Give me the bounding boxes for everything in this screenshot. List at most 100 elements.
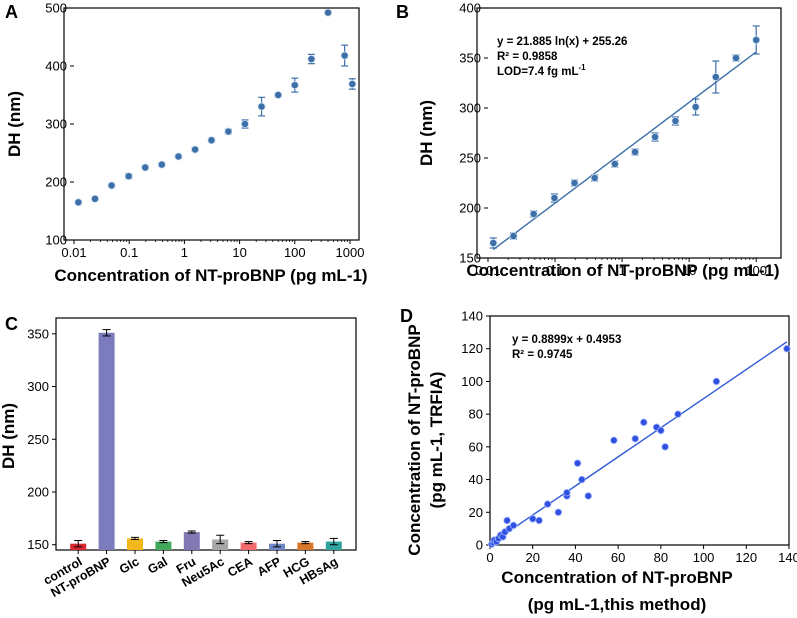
panel-letter-d: D: [400, 306, 413, 326]
data-point: [489, 238, 498, 247]
y-tick-label: 100: [45, 233, 67, 248]
fit-line: [489, 341, 788, 545]
y-tick-label: 150: [27, 537, 49, 552]
panel-b-fit-equation: y = 21.885 ln(x) + 255.26: [497, 36, 627, 48]
data-point: [671, 117, 680, 126]
category-label: Gal: [145, 554, 169, 576]
y-tick-label: 200: [45, 175, 67, 190]
data-point: [711, 73, 720, 82]
data-point: [340, 51, 349, 60]
y-tick-label: 250: [459, 151, 481, 166]
x-tick-label: 120: [735, 550, 757, 565]
data-point: [573, 459, 582, 467]
panel-b-chart: 0.01 0.1 1 10 100 150 200 250 300 350 400 y = 21.8…: [417, 1, 782, 280]
panel-b-lod: LOD=7.4 fg mL-1: [497, 63, 586, 78]
y-tick-label: 400: [45, 59, 67, 74]
y-tick-label: 350: [459, 51, 481, 66]
panel-letter-b: B: [396, 2, 409, 22]
panel-d-chart: 0 20 40 60 80 100 120 140 0 20 40 60 80 100 120 140 y =…: [405, 309, 797, 615]
panel-letter-c: C: [5, 314, 18, 334]
bar: [155, 541, 172, 550]
x-tick-label: 0.1: [546, 263, 564, 278]
y-tick-label: 200: [27, 485, 49, 500]
panel-d-fit-r2: R² = 0.9745: [512, 349, 573, 361]
category-label: CEA: [225, 554, 255, 579]
x-tick-label: 40: [568, 550, 582, 565]
data-point: [207, 136, 216, 145]
data-point: [274, 91, 283, 100]
panel-d-xlabel-units: (pg mL-1,this method): [528, 595, 706, 614]
data-point: [674, 410, 682, 418]
x-tick-label: 140: [778, 550, 797, 565]
data-point: [563, 488, 571, 497]
panel-a-xlabel: Concentration of NT-proBNP (pg mL-1): [54, 266, 367, 285]
data-point: [783, 345, 791, 353]
panel-a-frame: [63, 7, 360, 241]
panel-c-ylabel: DH (nm): [0, 403, 18, 469]
panel-b-ylabel: DH (nm): [417, 100, 436, 166]
data-point: [732, 54, 741, 63]
panel-d-fit-equation: y = 0.8899x + 0.4953: [512, 334, 621, 346]
data-point: [503, 516, 511, 525]
y-tick-label: 20: [469, 505, 483, 520]
x-tick-label: 10: [232, 245, 246, 260]
data-point: [590, 173, 599, 182]
data-point: [174, 152, 183, 161]
x-tick-label: 60: [611, 550, 625, 565]
data-point: [578, 475, 586, 484]
category-label: Glc: [117, 554, 141, 576]
y-tick-label: 300: [45, 117, 67, 132]
data-point: [570, 178, 579, 187]
x-tick-label: 0: [486, 550, 493, 565]
y-tick-label: 40: [469, 472, 483, 487]
y-tick-label: 80: [469, 407, 483, 422]
y-tick-label: 250: [27, 432, 49, 447]
panel-d-ylabel-units: (pg mL-1, TRFIA): [427, 372, 446, 509]
data-point: [509, 521, 518, 530]
bar: [98, 332, 115, 550]
panel-d-frame: [489, 315, 790, 546]
panel-b-frame: [476, 7, 782, 259]
data-point: [90, 194, 99, 203]
bar: [212, 539, 229, 550]
x-tick-label: 0.01: [61, 245, 86, 260]
y-tick-label: 400: [459, 1, 481, 16]
data-point: [584, 492, 592, 500]
x-tick-label: 100: [745, 263, 767, 278]
panel-d-xlabel: Concentration of NT-proBNP: [501, 568, 732, 587]
y-tick-label: 0: [476, 538, 483, 553]
bar: [240, 542, 257, 550]
data-point: [550, 193, 559, 202]
data-point: [529, 209, 538, 218]
data-point: [324, 8, 333, 17]
bar: [297, 542, 314, 550]
data-point: [74, 198, 83, 207]
y-tick-label: 100: [461, 374, 483, 389]
data-point: [640, 418, 648, 427]
data-point: [348, 79, 357, 88]
bar: [127, 538, 143, 550]
data-point: [535, 516, 543, 525]
data-point: [610, 436, 618, 445]
bar: [183, 532, 200, 550]
x-tick-label: 10: [682, 263, 696, 278]
y-tick-label: 120: [461, 341, 483, 356]
data-point: [509, 231, 518, 240]
panel-c-frame: [55, 317, 357, 551]
y-tick-label: 200: [459, 201, 481, 216]
x-tick-label: 100: [284, 245, 306, 260]
panel-letter-a: A: [5, 2, 18, 22]
y-tick-label: 350: [27, 326, 49, 341]
data-point: [157, 160, 166, 169]
panel-d-ylabel: Concentration of NT-proBNP: [405, 324, 424, 555]
data-point: [124, 172, 133, 181]
y-tick-label: 140: [461, 309, 483, 324]
y-tick-label: 150: [459, 251, 481, 266]
x-tick-label: 0.01: [475, 263, 500, 278]
y-tick-label: 300: [27, 379, 49, 394]
data-point: [752, 36, 761, 45]
fit-line: [492, 51, 757, 251]
data-point: [529, 515, 537, 523]
